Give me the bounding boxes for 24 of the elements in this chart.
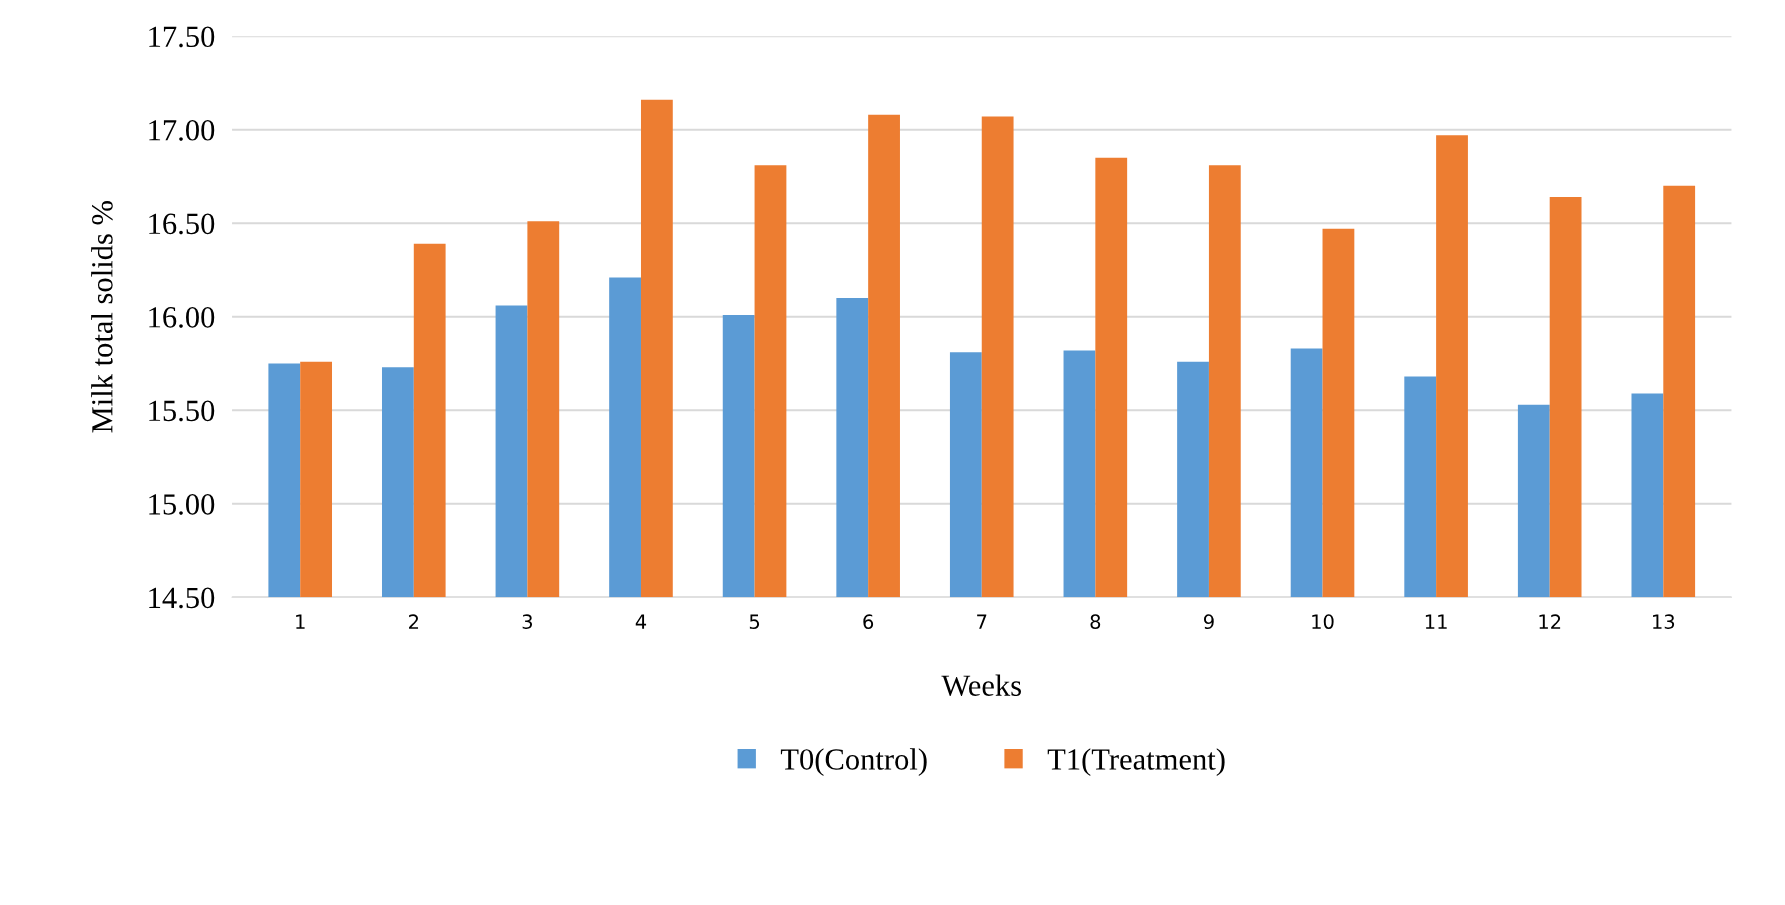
x-tick-label: 8 [1090, 614, 1101, 630]
x-tick-label: 5 [749, 614, 760, 630]
y-tick-label: 16.50 [149, 213, 215, 235]
x-tick-label: 7 [977, 614, 987, 629]
x-axis-title: Weeks [941, 674, 1021, 697]
x-tick-label: 3 [522, 614, 533, 630]
x-tick-label: 12 [1539, 614, 1561, 629]
y-tick-label: 16.00 [149, 307, 215, 328]
x-tick-label: 1 [296, 614, 305, 629]
legend-label: T1(Treatment) [1047, 748, 1225, 776]
x-tick-label: 4 [635, 614, 647, 629]
x-tick-label: 2 [409, 614, 419, 629]
y-tick-label: 17.00 [149, 120, 215, 141]
y-axis-title: Milk total solids % [91, 201, 113, 433]
y-tick-label: 15.00 [149, 494, 215, 515]
x-tick-label: 10 [1312, 614, 1334, 630]
x-tick-label: 9 [1203, 614, 1214, 630]
y-tick-label: 14.50 [149, 587, 215, 609]
x-tick-label: 11 [1425, 614, 1447, 629]
y-tick-label: 17.50 [149, 26, 215, 48]
legend-label: T0(Control) [780, 748, 927, 776]
x-tick-label: 6 [863, 614, 874, 630]
x-tick-label: 13 [1653, 614, 1675, 630]
y-tick-label: 15.50 [149, 400, 215, 422]
